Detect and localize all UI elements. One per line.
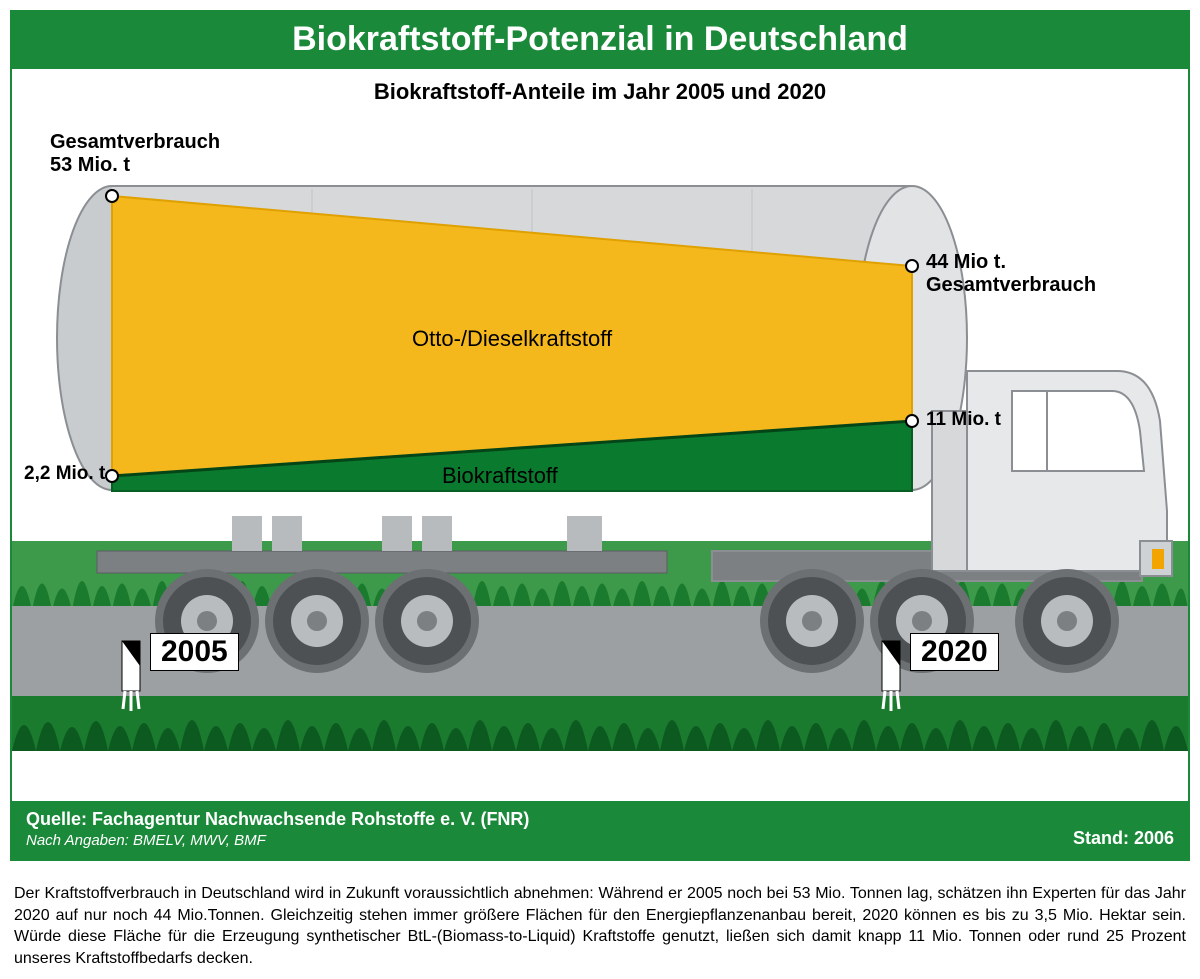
total-right-line1: 44 Mio t.: [926, 251, 1006, 273]
total-left-line1: Gesamtverbrauch: [50, 131, 220, 153]
title-bar: Biokraftstoff-Potenzial in Deutschland: [12, 12, 1188, 69]
illustration-canvas: Gesamtverbrauch 53 Mio. t 44 Mio t. Gesa…: [12, 111, 1188, 801]
mile-marker-left: [122, 641, 140, 711]
footer-date: Stand: 2006: [1073, 828, 1174, 849]
total-left-line2: 53 Mio. t: [50, 154, 130, 176]
infographic-frame: Biokraftstoff-Potenzial in Deutschland B…: [10, 10, 1190, 861]
footer-left: Quelle: Fachagentur Nachwachsende Rohsto…: [26, 809, 529, 849]
page-title: Biokraftstoff-Potenzial in Deutschland: [292, 20, 908, 58]
subtitle: Biokraftstoff-Anteile im Jahr 2005 und 2…: [12, 69, 1188, 111]
mile-marker-right: [882, 641, 900, 711]
bio-area-label: Biokraftstoff: [442, 463, 558, 489]
total-left-label: Gesamtverbrauch 53 Mio. t: [50, 131, 220, 177]
caption-paragraph: Der Kraftstoffverbrauch in Deutschland w…: [0, 871, 1200, 969]
fossil-area-label: Otto-/Dieselkraftstoff: [412, 326, 612, 352]
total-right-line2: Gesamtverbrauch: [926, 274, 1096, 296]
attribution-line: Nach Angaben: BMELV, MWV, BMF: [26, 832, 529, 849]
source-line: Quelle: Fachagentur Nachwachsende Rohsto…: [26, 809, 529, 830]
bio-left-label: 2,2 Mio. t: [24, 463, 105, 485]
year-right: 2020: [910, 633, 999, 671]
year-left: 2005: [150, 633, 239, 671]
footer-bar: Quelle: Fachagentur Nachwachsende Rohsto…: [12, 801, 1188, 859]
truck-scene-svg: [12, 111, 1188, 801]
bio-right-label: 11 Mio. t: [926, 409, 1001, 431]
total-right-label: 44 Mio t. Gesamtverbrauch: [926, 251, 1096, 297]
